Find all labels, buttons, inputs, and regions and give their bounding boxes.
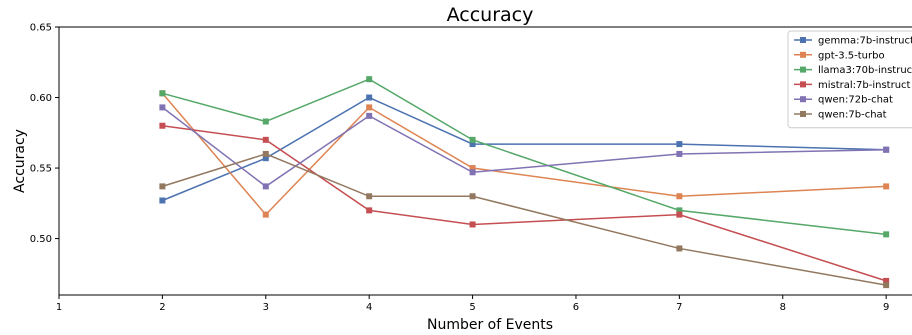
- data-point: [366, 94, 373, 101]
- y-tick-label: 0.55: [30, 164, 52, 175]
- data-point: [262, 136, 269, 143]
- series-layer: [159, 76, 890, 289]
- data-point: [469, 136, 476, 143]
- series-llama3-70b-instruct: [159, 76, 890, 238]
- legend-marker: [800, 81, 806, 88]
- data-point: [159, 122, 166, 129]
- x-axis-title: Number of Events: [427, 317, 553, 333]
- axis-frame: [58, 27, 912, 296]
- data-point: [883, 277, 890, 284]
- data-point: [883, 183, 890, 190]
- data-point: [469, 193, 476, 200]
- y-tick-label: 0.65: [30, 23, 52, 34]
- data-point: [159, 197, 166, 204]
- legend-label: mistral:7b-instruct: [818, 80, 911, 91]
- data-point: [469, 165, 476, 172]
- series-line: [162, 96, 887, 202]
- legend-label: gpt-3.5-turbo: [818, 50, 885, 61]
- data-point: [366, 104, 373, 111]
- data-point: [676, 207, 683, 214]
- data-point: [366, 112, 373, 119]
- series-gpt-3-5-turbo: [159, 90, 890, 218]
- data-point: [469, 169, 476, 176]
- legend-marker: [800, 111, 806, 117]
- x-tick-label: 2: [159, 302, 165, 313]
- data-point: [366, 193, 373, 200]
- legend: gemma:7b-instruct gpt-3.5-turbo llama3:70b…: [787, 30, 912, 129]
- x-tick-label: 5: [469, 302, 475, 313]
- legend-item: gemma:7b-instruct: [794, 36, 912, 47]
- x-tick-label: 1: [56, 302, 62, 313]
- series-line: [161, 92, 887, 216]
- data-point: [262, 155, 269, 162]
- data-point: [366, 207, 373, 214]
- data-point: [159, 183, 166, 190]
- series-line: [162, 153, 887, 286]
- axes: 1 2 3 4 5 6 7 8 9 0.50 0.55 0.60 0.65: [30, 23, 912, 313]
- data-point: [262, 118, 269, 125]
- data-point: [469, 141, 476, 148]
- series-qwen-72b-chat: [159, 104, 890, 190]
- legend-item: qwen:72b-chat: [794, 95, 893, 106]
- legend-label: qwen:7b-chat: [818, 110, 887, 121]
- legend-marker: [800, 37, 806, 43]
- data-point: [883, 231, 890, 238]
- series-line: [162, 124, 887, 282]
- data-point: [366, 76, 373, 83]
- data-point: [262, 211, 269, 218]
- data-point: [262, 183, 269, 190]
- legend-item: gpt-3.5-turbo: [794, 50, 885, 61]
- legend-marker: [800, 51, 806, 58]
- legend-marker: [800, 66, 806, 73]
- series-line: [162, 78, 887, 236]
- series-gemma-7b-instruct: [159, 94, 890, 204]
- x-tick-label: 9: [883, 302, 889, 313]
- x-tick-label: 8: [780, 302, 786, 313]
- y-tick-label: 0.50: [30, 234, 52, 245]
- data-point: [469, 221, 476, 228]
- data-point: [883, 282, 890, 289]
- data-point: [676, 141, 683, 148]
- legend-label: qwen:72b-chat: [818, 95, 893, 106]
- series-line: [161, 106, 887, 188]
- data-point: [676, 245, 683, 252]
- x-tick-label: 6: [573, 302, 579, 313]
- x-tick-label: 3: [263, 302, 269, 313]
- data-point: [676, 193, 683, 200]
- data-point: [159, 90, 166, 97]
- legend-label: llama3:70b-instruct: [818, 65, 912, 76]
- series-mistral-7b-instruct: [159, 122, 890, 284]
- data-point: [262, 150, 269, 157]
- data-point: [883, 146, 890, 153]
- chart-title: Accuracy: [447, 4, 534, 26]
- data-point: [159, 104, 166, 111]
- data-point: [676, 211, 683, 218]
- y-tick-label: 0.60: [30, 93, 52, 104]
- y-axis-title: Accuracy: [12, 129, 28, 193]
- legend-item: qwen:7b-chat: [794, 110, 887, 121]
- x-tick-label: 4: [366, 302, 372, 313]
- x-tick-label: 7: [676, 302, 682, 313]
- legend-item: mistral:7b-instruct: [794, 80, 911, 91]
- legend-marker: [800, 96, 806, 103]
- data-point: [676, 150, 683, 157]
- legend-box: [787, 30, 912, 129]
- legend-item: llama3:70b-instruct: [794, 65, 912, 76]
- legend-label: gemma:7b-instruct: [818, 36, 912, 47]
- series-qwen-7b-chat: [159, 150, 890, 289]
